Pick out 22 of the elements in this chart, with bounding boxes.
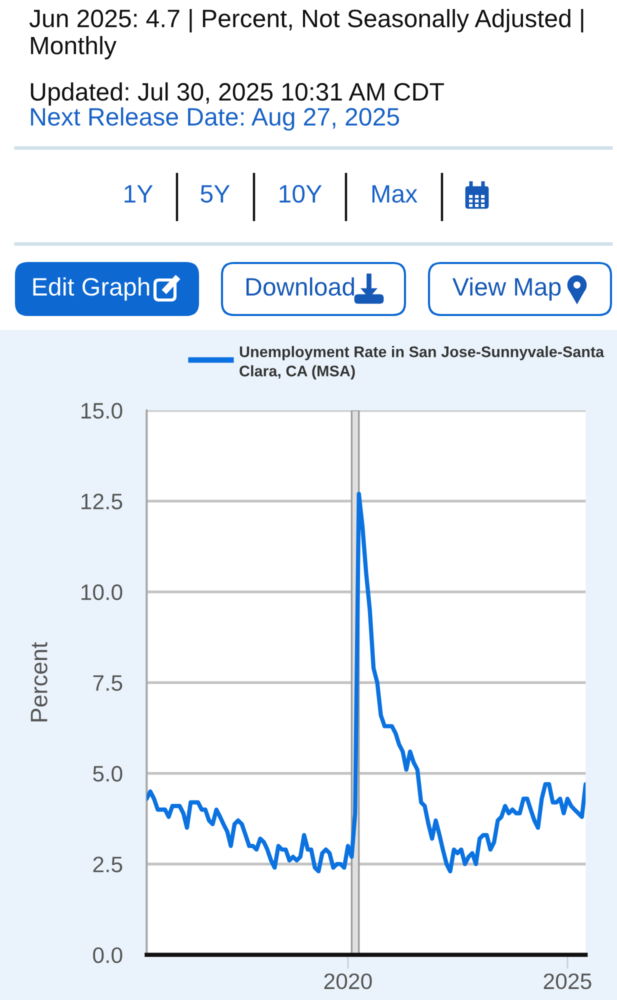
x-tick-label: 2025 [544,973,592,990]
text: 10Y [280,185,322,203]
text: 1Y [124,185,153,202]
y-tick-label: 7.5 [93,675,122,691]
y-tick-label: 10.0 [82,584,122,600]
y-axis-title: Percent [30,642,48,722]
text: Max [372,185,418,203]
line-series [146,492,586,874]
y-tick-label: 5.0 [93,766,122,782]
y-tick-label: 0.0 [93,947,122,964]
x-tick-label: 2020 [324,973,372,990]
text: Updated: Jul 30, 2025 10:31 AM CDT [30,82,444,106]
y-tick-label: 15.0 [82,402,122,419]
text: 5Y [200,185,230,203]
legend-label: Unemployment Rate in San Jose-Sunnyvale-Santa Clara, CA (MSA) [240,346,604,380]
text: Download [246,277,354,296]
y-tick-label: 12.5 [82,494,122,510]
y-tick-label: 2.5 [93,856,122,872]
text: Jun 2025: 4.7 | Percent, Not Seasonally Adjusted | Monthly [29,9,584,60]
text: View Map [452,277,561,301]
text: Next Release Date: Aug 27, 2025 [31,107,400,131]
text: Edit Graph [33,277,150,301]
